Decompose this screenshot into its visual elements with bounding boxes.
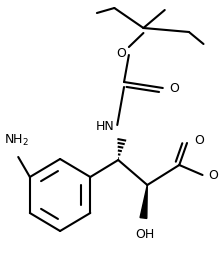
- Text: OH: OH: [136, 228, 155, 241]
- Text: O: O: [170, 81, 179, 94]
- Text: O: O: [194, 133, 204, 146]
- Text: HN: HN: [96, 120, 114, 133]
- Text: O: O: [208, 168, 218, 181]
- Text: NH$_2$: NH$_2$: [4, 133, 29, 148]
- Text: O: O: [116, 47, 126, 60]
- Polygon shape: [140, 185, 147, 218]
